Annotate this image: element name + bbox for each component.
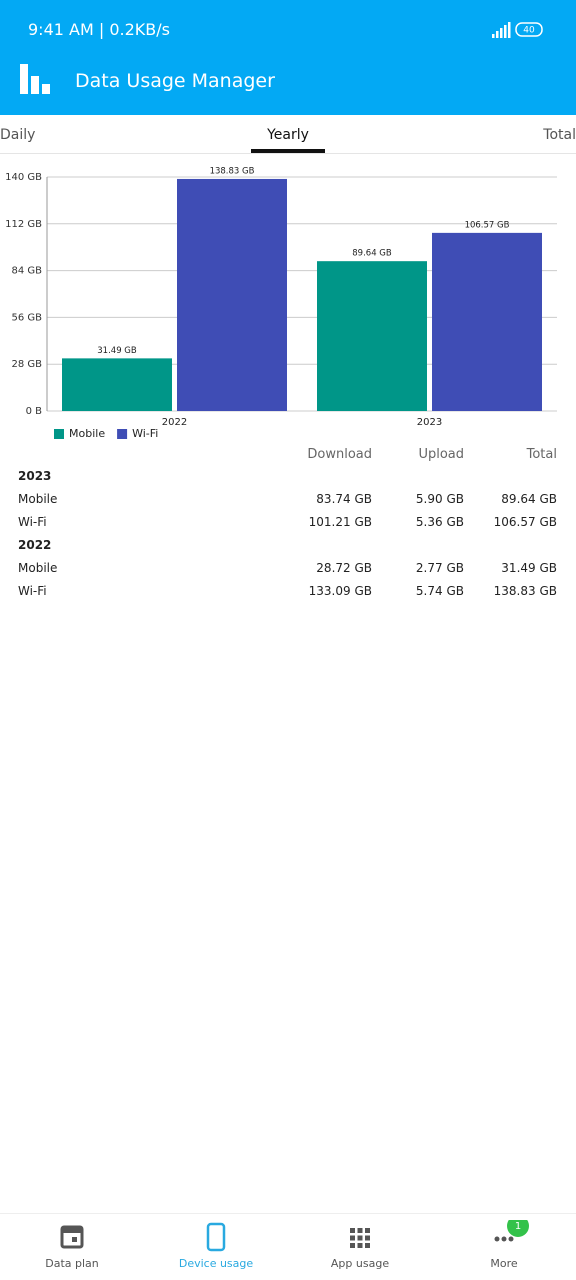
grid-icon-cell	[365, 1243, 370, 1248]
x-tick-label: 2023	[417, 417, 442, 428]
y-tick-label: 0 B	[26, 406, 43, 417]
grid-icon-cell	[350, 1235, 355, 1241]
bar-value-label: 138.83 GB	[210, 166, 255, 176]
tab-divider	[0, 153, 576, 154]
table-cell: 133.09 GB	[308, 584, 372, 598]
table-cell: 83.74 GB	[316, 492, 372, 506]
bottom-nav-icons: 1	[60, 1220, 529, 1252]
y-tick-label: 84 GB	[11, 266, 42, 277]
bar	[432, 232, 542, 411]
tab[interactable]: Total	[543, 127, 576, 143]
badge	[507, 1220, 529, 1237]
table-cell: 5.90 GB	[415, 492, 464, 506]
calendar-icon-top	[62, 1227, 82, 1233]
legend-swatch	[54, 429, 64, 439]
table-row-label: Mobile	[18, 492, 58, 506]
table-cell: 106.57 GB	[493, 515, 557, 529]
grid-icon-cell	[365, 1228, 370, 1233]
calendar-icon-day	[72, 1237, 77, 1242]
signal-bar	[500, 28, 503, 38]
table-row-label: Wi-Fi	[18, 584, 47, 598]
status-time: 9:41 AM | 0.2KB/s	[28, 20, 170, 39]
legend-label: Mobile	[69, 427, 105, 440]
app-title: Data Usage Manager	[75, 70, 275, 92]
more-icon-dot	[508, 1236, 514, 1242]
table-cell: 31.49 GB	[501, 561, 557, 575]
grid-icon-cell	[357, 1243, 363, 1248]
table-cell: 89.64 GB	[501, 492, 557, 506]
logo-bar	[31, 76, 39, 94]
table-cell: 28.72 GB	[316, 561, 372, 575]
grid-icon-cell	[357, 1235, 363, 1241]
table-cell: 101.21 GB	[308, 515, 372, 529]
phone-icon	[206, 1222, 226, 1252]
table-column-header: Total	[526, 447, 557, 462]
bottom-nav-label[interactable]: Device usage	[178, 1257, 254, 1270]
logo-bar	[20, 64, 28, 94]
table-cell: 2.77 GB	[415, 561, 464, 575]
bar	[62, 358, 172, 411]
y-tick-label: 28 GB	[11, 359, 42, 370]
bottom-nav-divider	[0, 1213, 576, 1214]
grid-icon-cell	[350, 1228, 355, 1233]
bar-value-label: 106.57 GB	[465, 220, 510, 230]
legend-label: Wi-Fi	[132, 427, 158, 440]
tab-indicator	[251, 149, 325, 153]
table-column-header: Download	[307, 447, 372, 462]
battery-level: 40	[523, 26, 535, 36]
table-cell: 5.36 GB	[415, 515, 464, 529]
table-row-label: Wi-Fi	[18, 515, 47, 529]
app-logo	[20, 64, 50, 94]
status-icons: 40	[492, 22, 543, 38]
bottom-nav-label[interactable]: More	[490, 1257, 518, 1270]
signal-bar	[496, 31, 499, 38]
grid-icon-cell	[350, 1243, 355, 1248]
y-tick-label: 112 GB	[5, 219, 42, 230]
bar-value-label: 89.64 GB	[352, 249, 392, 259]
bar	[177, 178, 287, 411]
battery-outline	[515, 22, 543, 37]
signal-bar	[492, 34, 495, 38]
y-tick-label: 56 GB	[11, 312, 42, 323]
bottom-nav-label[interactable]: App usage	[330, 1257, 390, 1270]
grid-icon-cell	[365, 1235, 370, 1241]
bottom-nav-label[interactable]: Data plan	[45, 1257, 99, 1270]
x-tick-label: 2022	[162, 417, 187, 428]
signal-bar	[508, 22, 511, 38]
bar	[317, 261, 427, 411]
header-background	[0, 0, 576, 115]
logo-bar	[42, 84, 50, 94]
tab[interactable]: Daily	[0, 127, 36, 143]
table-group-year: 2022	[18, 538, 52, 552]
more-icon-dot	[501, 1236, 507, 1242]
legend-swatch	[117, 429, 128, 439]
table-row-label: Mobile	[18, 561, 58, 575]
chart: 0 B 28 GB 56 GB 84 GB 112 GB 140 GB 31.49 GB 13…	[5, 166, 557, 440]
signal-bar	[504, 25, 507, 38]
table-column-header: Upload	[418, 447, 464, 462]
more-icon-dot	[494, 1236, 500, 1242]
y-tick-label: 140 GB	[5, 172, 42, 183]
bar-value-label: 31.49 GB	[97, 346, 137, 356]
table-cell: 5.74 GB	[415, 584, 464, 598]
tab[interactable]: Yearly	[267, 127, 309, 143]
badge-count: 1	[515, 1221, 521, 1232]
table-cell: 138.83 GB	[493, 584, 557, 598]
grid-icon-cell	[357, 1228, 363, 1233]
table-group-year: 2023	[18, 469, 52, 483]
